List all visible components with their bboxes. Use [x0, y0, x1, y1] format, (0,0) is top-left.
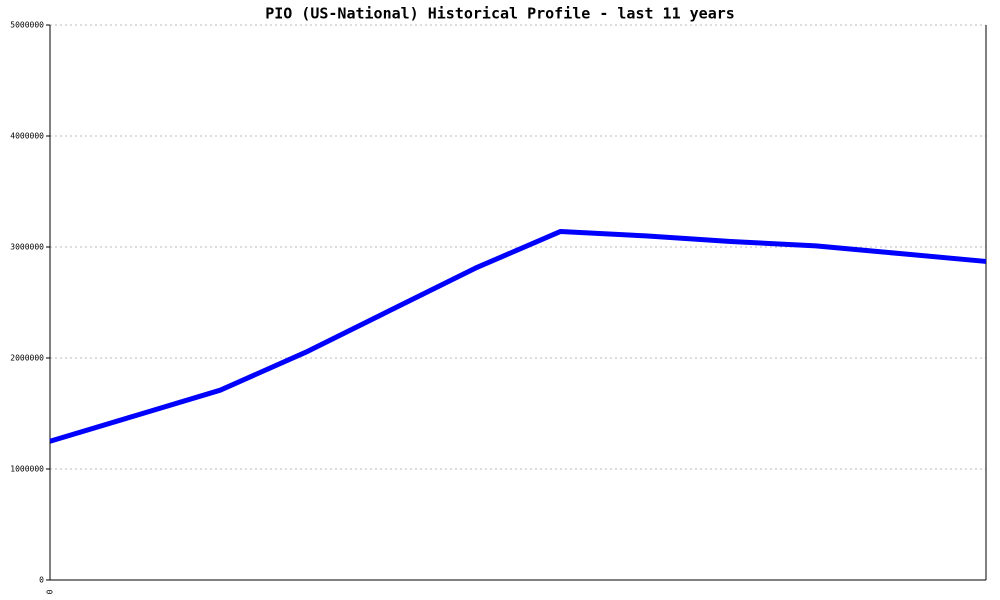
y-tick-label: 5000000	[10, 21, 44, 30]
y-tick-label: 2000000	[10, 354, 44, 363]
data-line	[49, 228, 987, 444]
chart-title: PIO (US-National) Historical Profile - l…	[265, 5, 735, 23]
y-tick-label: 3000000	[10, 243, 44, 252]
x-tick-label: 0	[46, 589, 55, 594]
y-tick-label: 4000000	[10, 132, 44, 141]
y-tick-label: 0	[39, 576, 44, 585]
y-tick-label: 1000000	[10, 465, 44, 474]
